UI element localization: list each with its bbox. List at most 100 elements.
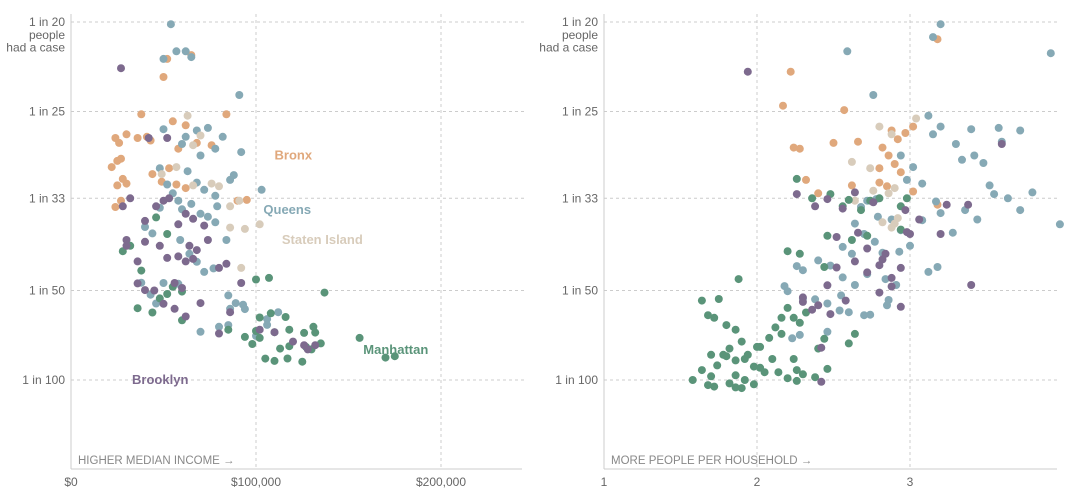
data-point-brooklyn [117,64,125,73]
data-point-manhattan [224,325,233,334]
data-point-staten-island [878,218,887,227]
data-point-brooklyn [196,299,205,308]
data-point-manhattan [697,366,706,375]
data-point-queens [176,236,185,244]
data-point-manhattan [737,384,746,393]
data-point-brooklyn [181,257,190,266]
data-point-queens [933,263,942,271]
data-point-brooklyn [964,200,973,209]
data-point-staten-island [884,189,893,198]
data-point-queens [896,151,905,160]
data-point-queens [985,181,994,190]
data-point-manhattan [857,206,865,215]
data-point-bronx [242,195,251,204]
data-point-staten-island [226,202,235,211]
data-point-queens [835,306,844,315]
data-point-manhattan [765,333,774,342]
data-point-queens [187,53,196,62]
data-point-brooklyn [170,304,179,313]
data-point-bronx [901,129,910,137]
data-point-manhattan [381,353,390,362]
data-point-brooklyn [141,216,149,225]
data-point-queens [792,262,801,271]
data-point-queens [200,185,209,194]
data-point-brooklyn [144,134,153,142]
data-point-manhattan [255,313,264,322]
data-point-manhattan [823,364,832,373]
data-point-bronx [890,160,899,168]
data-point-brooklyn [178,284,186,292]
data-point-manhattan [798,370,807,379]
data-point-manhattan [266,309,275,318]
data-point-manhattan [355,333,364,342]
data-point-brooklyn [881,249,890,258]
data-point-queens [924,111,933,120]
data-point-brooklyn [200,221,209,230]
series-brooklyn [743,67,1006,386]
x-tick-label: $0 [64,475,78,489]
data-point-bronx [115,138,124,147]
data-point-manhattan [707,350,716,359]
data-point-brooklyn [798,297,807,306]
data-point-queens [148,229,157,238]
data-point-manhattan [704,311,712,320]
series-staten-island [847,114,921,232]
data-point-bronx [875,164,884,173]
data-point-brooklyn [226,308,235,317]
series-label-bronx: Bronx [275,147,313,162]
data-point-queens [222,236,231,244]
y-tick-label: 1 in 25 [29,105,65,119]
data-point-brooklyn [854,228,862,237]
data-point-manhattan [820,263,829,271]
data-point-manhattan [731,325,740,334]
data-point-queens [196,327,205,336]
data-point-queens [181,132,190,141]
data-point-manhattan [248,340,257,348]
data-point-brooklyn [832,233,841,241]
x-tick-label: 2 [754,475,761,489]
data-point-queens [200,267,209,276]
data-point-brooklyn [141,286,149,295]
y-tick-label-note: had a case [6,41,65,55]
data-point-queens [902,175,911,184]
data-point-queens [936,209,945,218]
data-point-queens [1003,194,1012,203]
data-point-manhattan [795,318,804,327]
data-point-queens [850,219,859,228]
data-point-manhattan [875,194,884,203]
data-point-staten-island [912,114,921,123]
data-point-brooklyn [887,273,896,282]
data-point-queens [869,91,878,99]
data-point-staten-island [183,111,192,120]
data-point-bronx [840,106,849,115]
data-point-bronx [789,143,798,152]
series-label-queens: Queens [263,202,311,217]
series-label-manhattan: Manhattan [363,342,428,357]
data-point-queens [838,273,847,282]
data-point-bronx [883,182,891,191]
data-point-queens [866,310,875,319]
data-point-queens [783,287,792,296]
data-point-brooklyn [792,190,801,199]
data-point-bronx [113,181,122,190]
data-point-manhattan [311,328,320,337]
data-point-queens [973,215,982,224]
data-point-manhattan [802,308,810,317]
data-point-brooklyn [215,329,223,338]
data-point-queens [906,241,914,250]
data-point-queens [203,123,212,132]
data-point-queens [187,199,196,208]
data-point-queens [231,299,240,308]
data-point-brooklyn [936,230,945,238]
data-point-brooklyn [270,328,279,337]
data-point-queens [929,130,937,139]
series-manhattan [688,174,911,393]
data-point-brooklyn [863,268,872,277]
data-point-brooklyn [159,299,168,308]
data-point-manhattan [753,342,761,351]
data-point-staten-island [850,196,859,205]
data-point-brooklyn [215,263,223,272]
data-point-manhattan [298,357,307,366]
data-point-queens [936,122,945,131]
data-point-queens [788,334,797,343]
